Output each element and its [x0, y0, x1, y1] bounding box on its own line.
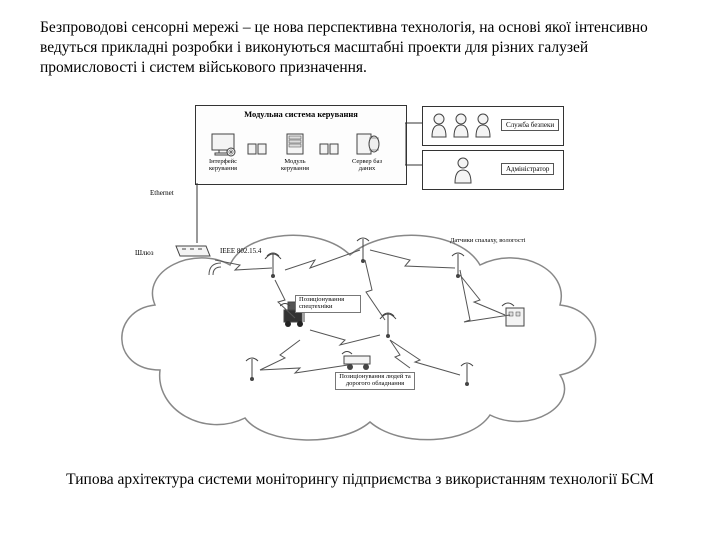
- admin-box: Адміністратор: [422, 150, 564, 190]
- security-people-icon: [429, 111, 499, 141]
- db-server-label: Сервер баз даних: [346, 159, 388, 173]
- figure-caption: Типова архітектура системи моніторингу п…: [40, 470, 680, 490]
- db-icon: [353, 132, 381, 158]
- management-title: Модульна система керування: [196, 106, 406, 121]
- mgmt-side-links: [405, 115, 425, 175]
- control-module: Модуль керування: [274, 132, 316, 173]
- security-label: Служба безпеки: [501, 119, 559, 131]
- management-system-box: Модульна система керування Інтерфейс кер…: [195, 105, 407, 185]
- link2-icon: [318, 142, 340, 156]
- radio-links: [100, 190, 620, 450]
- admin-label: Адміністратор: [501, 163, 554, 175]
- architecture-diagram: Модульна система керування Інтерфейс кер…: [100, 100, 620, 450]
- admin-person-icon: [451, 155, 477, 185]
- monitor-icon: [209, 132, 237, 158]
- db-server-module: Сервер баз даних: [346, 132, 388, 173]
- intro-paragraph: Безпроводові сенсорні мережі – це нова п…: [40, 18, 680, 78]
- link1-icon: [246, 142, 268, 156]
- interface-module: Інтерфейс керування: [202, 132, 244, 173]
- control-module-label: Модуль керування: [274, 159, 316, 173]
- server-icon: [281, 132, 309, 158]
- security-box: Служба безпеки: [422, 106, 564, 146]
- interface-module-label: Інтерфейс керування: [202, 159, 244, 173]
